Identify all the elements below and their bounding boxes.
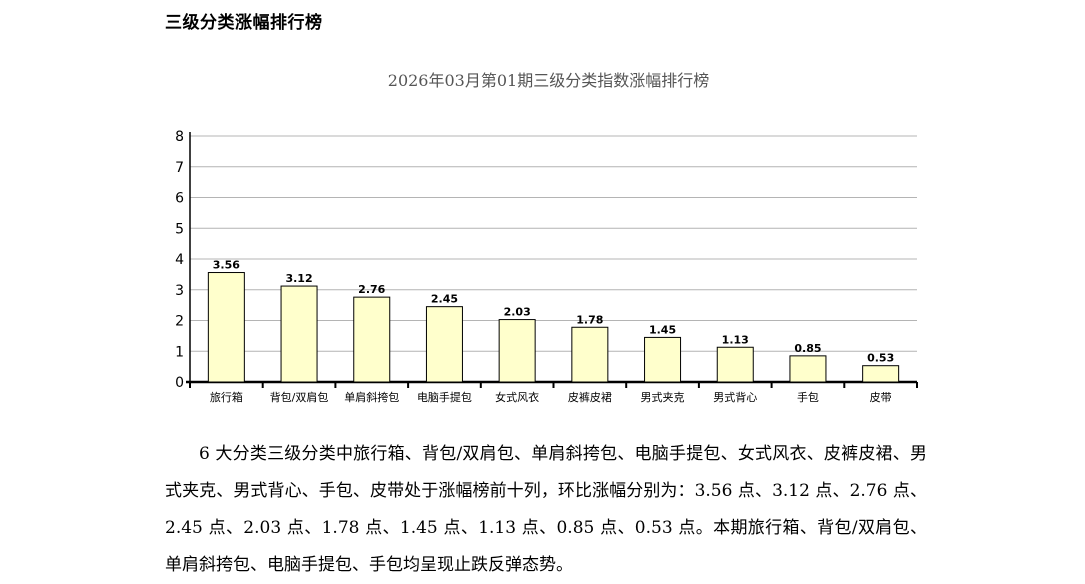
y-tick-label: 6: [175, 191, 184, 207]
bar: [353, 296, 391, 383]
data-label: 1.45: [649, 323, 676, 336]
x-tick-label: 男式背心: [713, 390, 757, 404]
x-tick-label: 旅行箱: [210, 390, 243, 404]
data-label: 1.78: [576, 313, 603, 326]
x-tick-label: 电脑手提包: [417, 390, 472, 404]
y-tick-label: 7: [175, 160, 184, 176]
y-tick-label: 1: [175, 344, 184, 360]
y-tick-label: 3: [175, 283, 184, 299]
data-label: 3.12: [285, 272, 312, 285]
y-tick-label: 0: [175, 375, 184, 391]
data-label: 0.53: [867, 352, 894, 365]
bar: [644, 336, 682, 383]
bar: [862, 365, 900, 383]
x-tick-label: 皮裤皮裙: [568, 390, 612, 404]
x-tick-label: 皮带: [870, 391, 892, 404]
bar: [789, 355, 827, 383]
bar: [280, 285, 318, 383]
description-paragraph: 6 大分类三级分类中旅行箱、背包/双肩包、单肩斜挎包、电脑手提包、女式风衣、皮裤…: [165, 444, 927, 575]
bar: [425, 306, 463, 383]
bar: [498, 319, 536, 383]
data-label: 3.56: [213, 259, 240, 272]
bar-chart: 2026年03月第01期三级分类指数涨幅排行榜 0 1 2 3 4 5 6 7 8 3.56 旅行箱 3…: [0, 40, 1085, 420]
bar: [716, 346, 754, 383]
x-tick-label: 背包/双肩包: [270, 390, 329, 404]
data-label: 1.13: [722, 333, 749, 346]
y-tick-label: 8: [175, 129, 184, 145]
x-tick-label: 男式夹克: [641, 391, 685, 404]
chart-title: 2026年03月第01期三级分类指数涨幅排行榜: [388, 71, 709, 90]
bar: [571, 326, 609, 383]
data-label: 0.85: [794, 342, 821, 355]
x-tick-label: 单肩斜挎包: [344, 390, 399, 404]
y-tick-label: 2: [175, 314, 184, 330]
chart-canvas: 2026年03月第01期三级分类指数涨幅排行榜 0 1 2 3 4 5 6 7 8 3.56 旅行箱 3…: [175, 71, 918, 404]
y-tick-label: 4: [175, 252, 184, 268]
section-title: 三级分类涨幅排行榜: [165, 13, 323, 33]
y-tick-label: 5: [175, 221, 184, 237]
data-label: 2.45: [431, 293, 458, 306]
x-tick-label: 女式风衣: [495, 390, 539, 404]
data-label: 2.76: [358, 283, 385, 296]
x-tick-label: 手包: [797, 390, 819, 404]
bar: [207, 272, 245, 383]
data-label: 2.03: [504, 306, 531, 319]
